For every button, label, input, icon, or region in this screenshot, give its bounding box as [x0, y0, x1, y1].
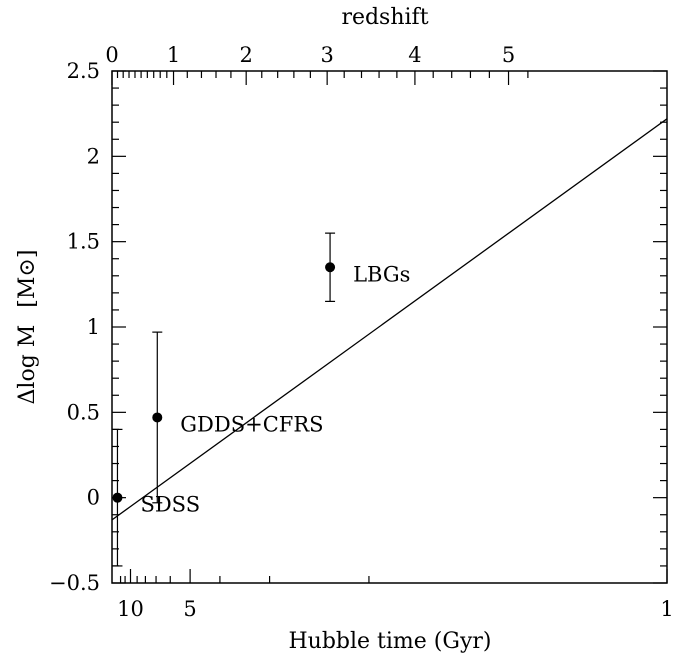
- bottom-tick-label: 10: [117, 597, 144, 621]
- top-tick-label: 2: [239, 43, 252, 67]
- bottom-tick-label: 1: [660, 597, 673, 621]
- y-tick-label: 2.5: [67, 59, 100, 83]
- top-axis-title: redshift: [341, 5, 428, 30]
- y-tick-label: 0: [87, 486, 100, 510]
- point-label: GDDS+CFRS: [180, 412, 323, 436]
- y-axis-title-unit: [M⊙]: [15, 250, 40, 308]
- top-tick-label: 5: [502, 43, 515, 67]
- point-label: LBGs: [353, 262, 410, 286]
- y-tick-label: 0.5: [67, 400, 100, 424]
- top-tick-label: 1: [167, 43, 180, 67]
- data-point: [112, 492, 123, 503]
- tick-marks: [111, 70, 668, 584]
- x-axis-title: Hubble time (Gyr): [288, 629, 491, 654]
- y-tick-label: 1.5: [67, 230, 100, 254]
- fit-line: [111, 118, 668, 521]
- top-tick-label: 4: [408, 43, 421, 67]
- data-points: SDSS GDDS+CFRS LBGs: [112, 232, 410, 567]
- y-tick-label: 2: [87, 144, 100, 168]
- point-label: SDSS: [140, 493, 200, 517]
- data-point: [325, 262, 336, 273]
- y-tick-label: 1: [87, 315, 100, 339]
- y-tick-label: −0.5: [49, 571, 100, 595]
- top-tick-label: 0: [105, 43, 118, 67]
- tick-labels: −0.500.511.522.510 5 10 1 2 3 4 5: [49, 43, 674, 621]
- top-tick-label: 3: [320, 43, 333, 67]
- y-axis-title: Δlog M [M⊙]: [15, 250, 40, 405]
- bottom-tick-label: 5: [183, 597, 196, 621]
- y-axis-title-prefix: Δlog M: [15, 325, 40, 405]
- data-point: [152, 412, 163, 423]
